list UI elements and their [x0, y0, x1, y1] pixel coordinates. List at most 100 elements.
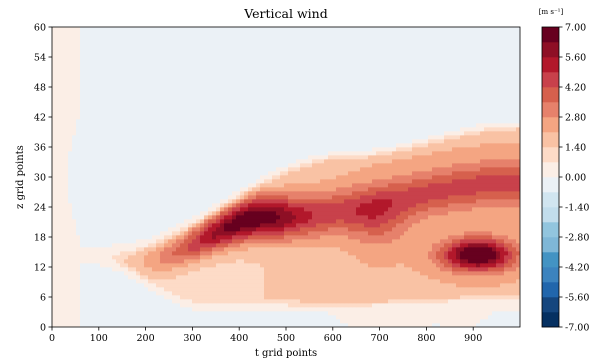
contour-cell — [512, 183, 517, 188]
contour-cell — [388, 323, 393, 327]
contour-cell — [124, 231, 129, 236]
contour-cell — [60, 307, 65, 312]
contour-cell — [216, 239, 221, 244]
contour-cell — [460, 215, 465, 220]
contour-cell — [132, 291, 137, 296]
contour-cell — [236, 239, 241, 244]
contour-cell — [316, 235, 321, 240]
contour-cell — [308, 159, 313, 164]
contour-cell — [84, 187, 89, 192]
contour-cell — [356, 155, 361, 160]
contour-cell — [208, 207, 213, 212]
contour-cell — [412, 259, 417, 264]
contour-cell — [72, 323, 77, 327]
contour-cell — [280, 191, 285, 196]
contour-cell — [400, 231, 405, 236]
contour-cell — [92, 263, 97, 268]
contour-cell — [420, 259, 425, 264]
contour-cell — [284, 175, 289, 180]
contour-cell — [192, 183, 197, 188]
contour-cell — [124, 267, 129, 272]
contour-cell — [320, 247, 325, 252]
contour-cell — [444, 303, 449, 308]
contour-cell — [288, 239, 293, 244]
contour-cell — [116, 283, 121, 288]
contour-cell — [368, 155, 373, 160]
contour-cell — [424, 259, 429, 264]
contour-cell — [104, 295, 109, 300]
contour-cell — [204, 219, 209, 224]
contour-cell — [280, 283, 285, 288]
contour-cell — [96, 179, 101, 184]
contour-cell — [180, 307, 185, 312]
contour-cell — [392, 167, 397, 172]
contour-cell — [400, 323, 405, 327]
contour-cell — [68, 303, 73, 308]
contour-cell — [460, 175, 465, 180]
contour-cell — [344, 207, 349, 212]
contour-cell — [208, 155, 213, 160]
contour-cell — [480, 199, 485, 204]
contour-cell — [276, 323, 281, 327]
contour-cell — [368, 239, 373, 244]
contour-cell — [312, 323, 317, 327]
contour-cell — [364, 243, 369, 248]
contour-cell — [212, 299, 217, 304]
contour-cell — [320, 283, 325, 288]
contour-cell — [180, 291, 185, 296]
contour-cell — [340, 223, 345, 228]
contour-cell — [332, 259, 337, 264]
contour-cell — [160, 247, 165, 252]
contour-cell — [132, 259, 137, 264]
contour-cell — [404, 299, 409, 304]
contour-cell — [504, 235, 509, 240]
contour-cell — [284, 199, 289, 204]
contour-cell — [412, 323, 417, 327]
contour-cell — [352, 311, 357, 316]
contour-cell — [412, 295, 417, 300]
contour-cell — [152, 179, 157, 184]
contour-cell — [180, 319, 185, 324]
contour-cell — [496, 243, 501, 248]
contour-cell — [328, 243, 333, 248]
contour-cell — [296, 183, 301, 188]
contour-cell — [312, 247, 317, 252]
contour-cell — [324, 167, 329, 172]
contour-cell — [384, 211, 389, 216]
contour-cell — [104, 155, 109, 160]
contour-cell — [288, 163, 293, 168]
contour-cell — [284, 215, 289, 220]
contour-cell — [368, 311, 373, 316]
contour-cell — [488, 255, 493, 260]
contour-cell — [100, 183, 105, 188]
contour-cell — [484, 239, 489, 244]
contour-cell — [240, 319, 245, 324]
contour-cell — [304, 203, 309, 208]
contour-cell — [408, 287, 413, 292]
contour-cell — [488, 235, 493, 240]
contour-cell — [280, 211, 285, 216]
contour-cell — [416, 275, 421, 280]
contour-cell — [172, 171, 177, 176]
contour-cell — [380, 307, 385, 312]
contour-cell — [200, 187, 205, 192]
contour-cell — [216, 255, 221, 260]
contour-cell — [432, 159, 437, 164]
contour-cell — [344, 299, 349, 304]
contour-cell — [244, 235, 249, 240]
contour-cell — [80, 179, 85, 184]
contour-cell — [256, 163, 261, 168]
contour-cell — [100, 307, 105, 312]
contour-cell — [72, 159, 77, 164]
contour-cell — [364, 179, 369, 184]
contour-cell — [160, 279, 165, 284]
contour-cell — [60, 315, 65, 320]
contour-cell — [312, 231, 317, 236]
contour-cell — [500, 227, 505, 232]
contour-cell — [344, 319, 349, 324]
contour-cell — [240, 295, 245, 300]
contour-cell — [164, 323, 169, 327]
contour-cell — [112, 291, 117, 296]
contour-cell — [52, 275, 57, 280]
contour-cell — [120, 287, 125, 292]
